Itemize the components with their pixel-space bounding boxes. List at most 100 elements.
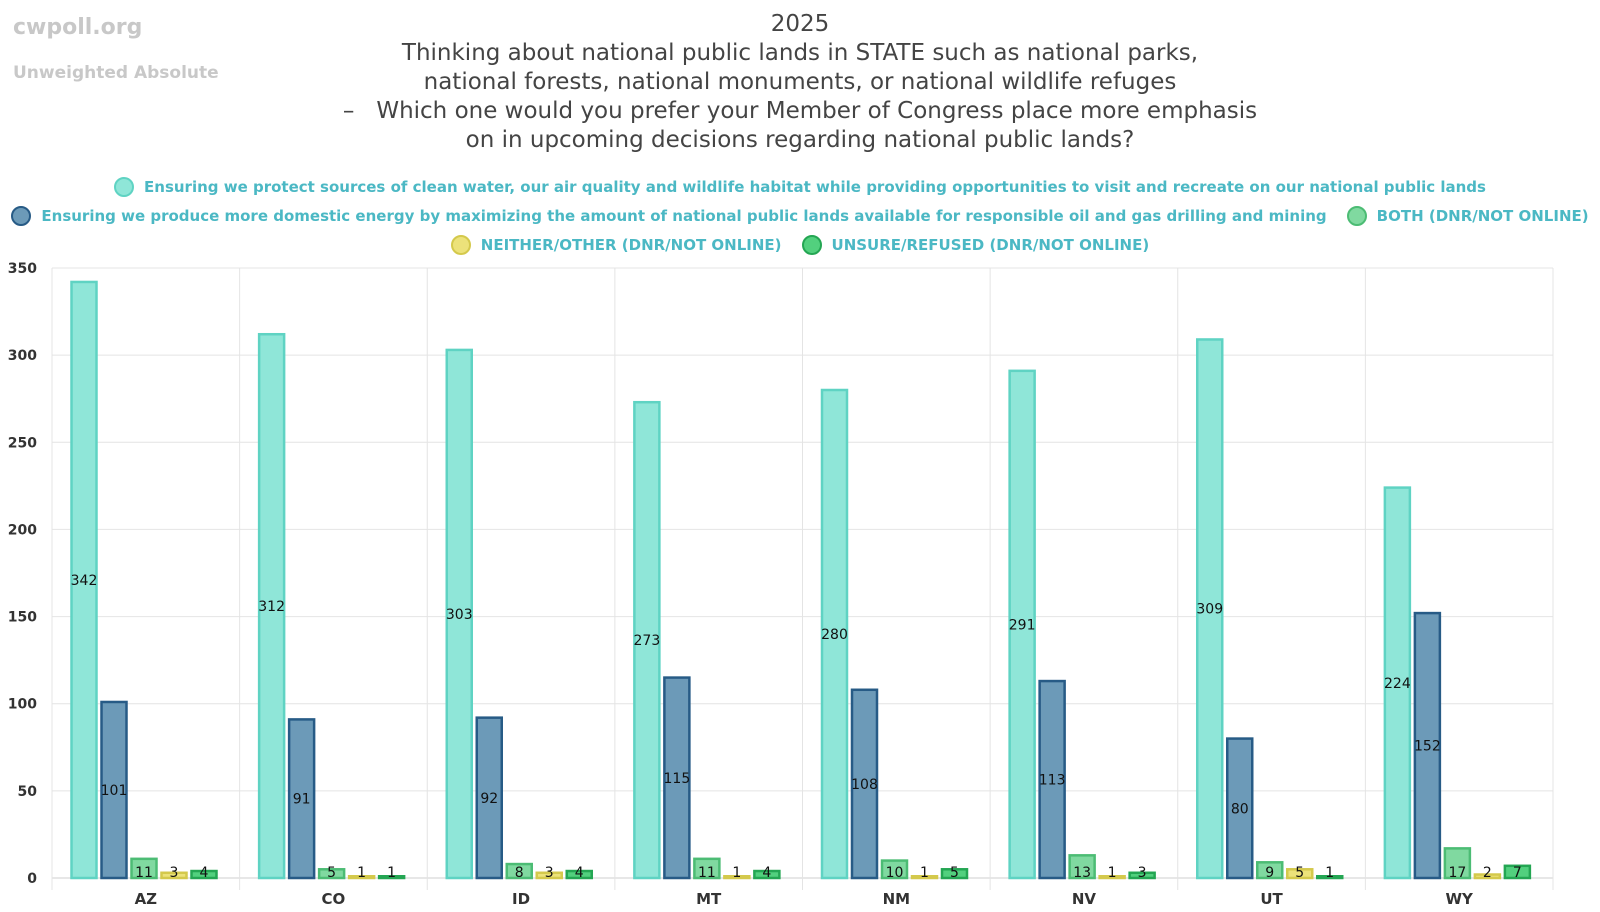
data-label: 291: [1009, 617, 1036, 633]
y-tick-label: 200: [8, 522, 37, 538]
x-tick-label: NM: [883, 890, 910, 908]
bar: [475, 716, 503, 880]
data-label: 303: [446, 607, 473, 623]
x-tick-label: ID: [512, 890, 530, 908]
bar: [565, 869, 593, 880]
title-line: 2025: [770, 11, 830, 37]
y-tick-label: 250: [8, 435, 37, 451]
data-label: 80: [1231, 801, 1249, 817]
bar: [1008, 369, 1036, 880]
bar: [377, 875, 406, 880]
legend-item-produce[interactable]: Ensuring we produce more domestic energy…: [11, 205, 1327, 226]
data-label: 5: [327, 865, 336, 881]
x-tick-label: UT: [1260, 890, 1283, 908]
data-label: 91: [293, 792, 311, 808]
data-label: 4: [575, 865, 584, 881]
legend-label: BOTH (DNR/NOT ONLINE): [1376, 206, 1589, 225]
title-line: national forests, national monuments, or…: [423, 69, 1177, 95]
bar: [723, 875, 751, 880]
legend-marker-icon: [114, 176, 135, 197]
brand-watermark: cwpoll.org: [13, 15, 143, 40]
bar: [850, 688, 879, 880]
data-label: 312: [258, 599, 285, 615]
legend: Ensuring we protect sources of clean wat…: [0, 172, 1600, 259]
data-label: 4: [762, 865, 771, 881]
data-label: 1: [1325, 865, 1334, 881]
bar: [1443, 847, 1472, 880]
y-tick-label: 350: [8, 261, 37, 277]
data-label: 1: [357, 865, 366, 881]
bar: [1316, 875, 1344, 880]
data-label: 13: [1073, 865, 1091, 881]
data-label: 3: [545, 865, 554, 881]
data-label: 342: [71, 573, 98, 589]
data-label: 115: [664, 771, 691, 787]
legend-label: NEITHER/OTHER (DNR/NOT ONLINE): [480, 235, 782, 254]
x-tick-label: CO: [322, 890, 346, 908]
bar: [317, 868, 346, 880]
bar: [1128, 871, 1156, 880]
bar: [1286, 868, 1314, 880]
bar: [1196, 338, 1224, 880]
legend-item-unsure[interactable]: UNSURE/REFUSED (DNR/NOT ONLINE): [801, 234, 1150, 255]
data-label: 1: [732, 865, 741, 881]
data-label: 152: [1414, 739, 1441, 755]
bar: [1413, 611, 1442, 880]
data-label: 8: [515, 865, 524, 881]
bar: [347, 875, 376, 880]
data-label: 3: [1138, 865, 1147, 881]
bar: [535, 871, 563, 880]
legend-label: Ensuring we produce more domestic energy…: [41, 206, 1327, 225]
x-tick-label: MT: [696, 890, 722, 908]
data-label: 11: [698, 865, 716, 881]
y-tick-label: 150: [8, 610, 37, 626]
bar: [1068, 854, 1096, 880]
bar: [445, 348, 473, 880]
legend-row: Ensuring we protect sources of clean wat…: [0, 172, 1600, 201]
bar: [505, 862, 533, 880]
bar: [1383, 486, 1412, 880]
data-label: 11: [135, 865, 153, 881]
legend-item-both[interactable]: BOTH (DNR/NOT ONLINE): [1346, 205, 1589, 226]
bar: [910, 875, 939, 880]
bar: [1503, 864, 1532, 880]
bar: [1098, 875, 1126, 880]
data-label: 5: [950, 865, 959, 881]
legend-label: UNSURE/REFUSED (DNR/NOT ONLINE): [831, 235, 1150, 254]
legend-marker-icon: [11, 205, 32, 226]
data-label: 309: [1196, 602, 1223, 618]
legend-marker-icon: [1346, 205, 1367, 226]
legend-row: NEITHER/OTHER (DNR/NOT ONLINE) UNSURE/RE…: [0, 230, 1600, 259]
legend-marker-icon: [801, 234, 822, 255]
bar: [1473, 873, 1502, 880]
legend-label: Ensuring we protect sources of clean wat…: [144, 177, 1486, 196]
data-label: 4: [200, 865, 209, 881]
legend-item-protect[interactable]: Ensuring we protect sources of clean wat…: [114, 176, 1486, 197]
data-label: 7: [1513, 865, 1522, 881]
title-line: on in upcoming decisions regarding natio…: [465, 127, 1135, 153]
data-label: 1: [1108, 865, 1117, 881]
data-label: 273: [634, 633, 661, 649]
data-label: 1: [920, 865, 929, 881]
title-line: – Which one would you prefer your Member…: [342, 98, 1258, 124]
y-tick-label: 0: [27, 871, 37, 887]
bar: [160, 871, 188, 880]
data-label: 9: [1265, 865, 1274, 881]
y-tick-label: 100: [8, 697, 37, 713]
bar: [693, 857, 721, 880]
chart-title: 2025 Thinking about national public land…: [300, 10, 1300, 155]
bar: [940, 868, 969, 880]
legend-marker-icon: [450, 234, 471, 255]
y-tick-label: 300: [8, 348, 37, 364]
bar: [257, 332, 286, 880]
bar: [633, 400, 661, 880]
legend-item-neither[interactable]: NEITHER/OTHER (DNR/NOT ONLINE): [450, 234, 782, 255]
bar: [820, 388, 849, 880]
data-label: 17: [1448, 865, 1466, 881]
bar: [1226, 737, 1254, 880]
x-tick-label: WY: [1445, 890, 1474, 908]
subtitle: Unweighted Absolute: [13, 63, 219, 83]
bar: [100, 700, 128, 880]
data-label: 2: [1483, 865, 1492, 881]
